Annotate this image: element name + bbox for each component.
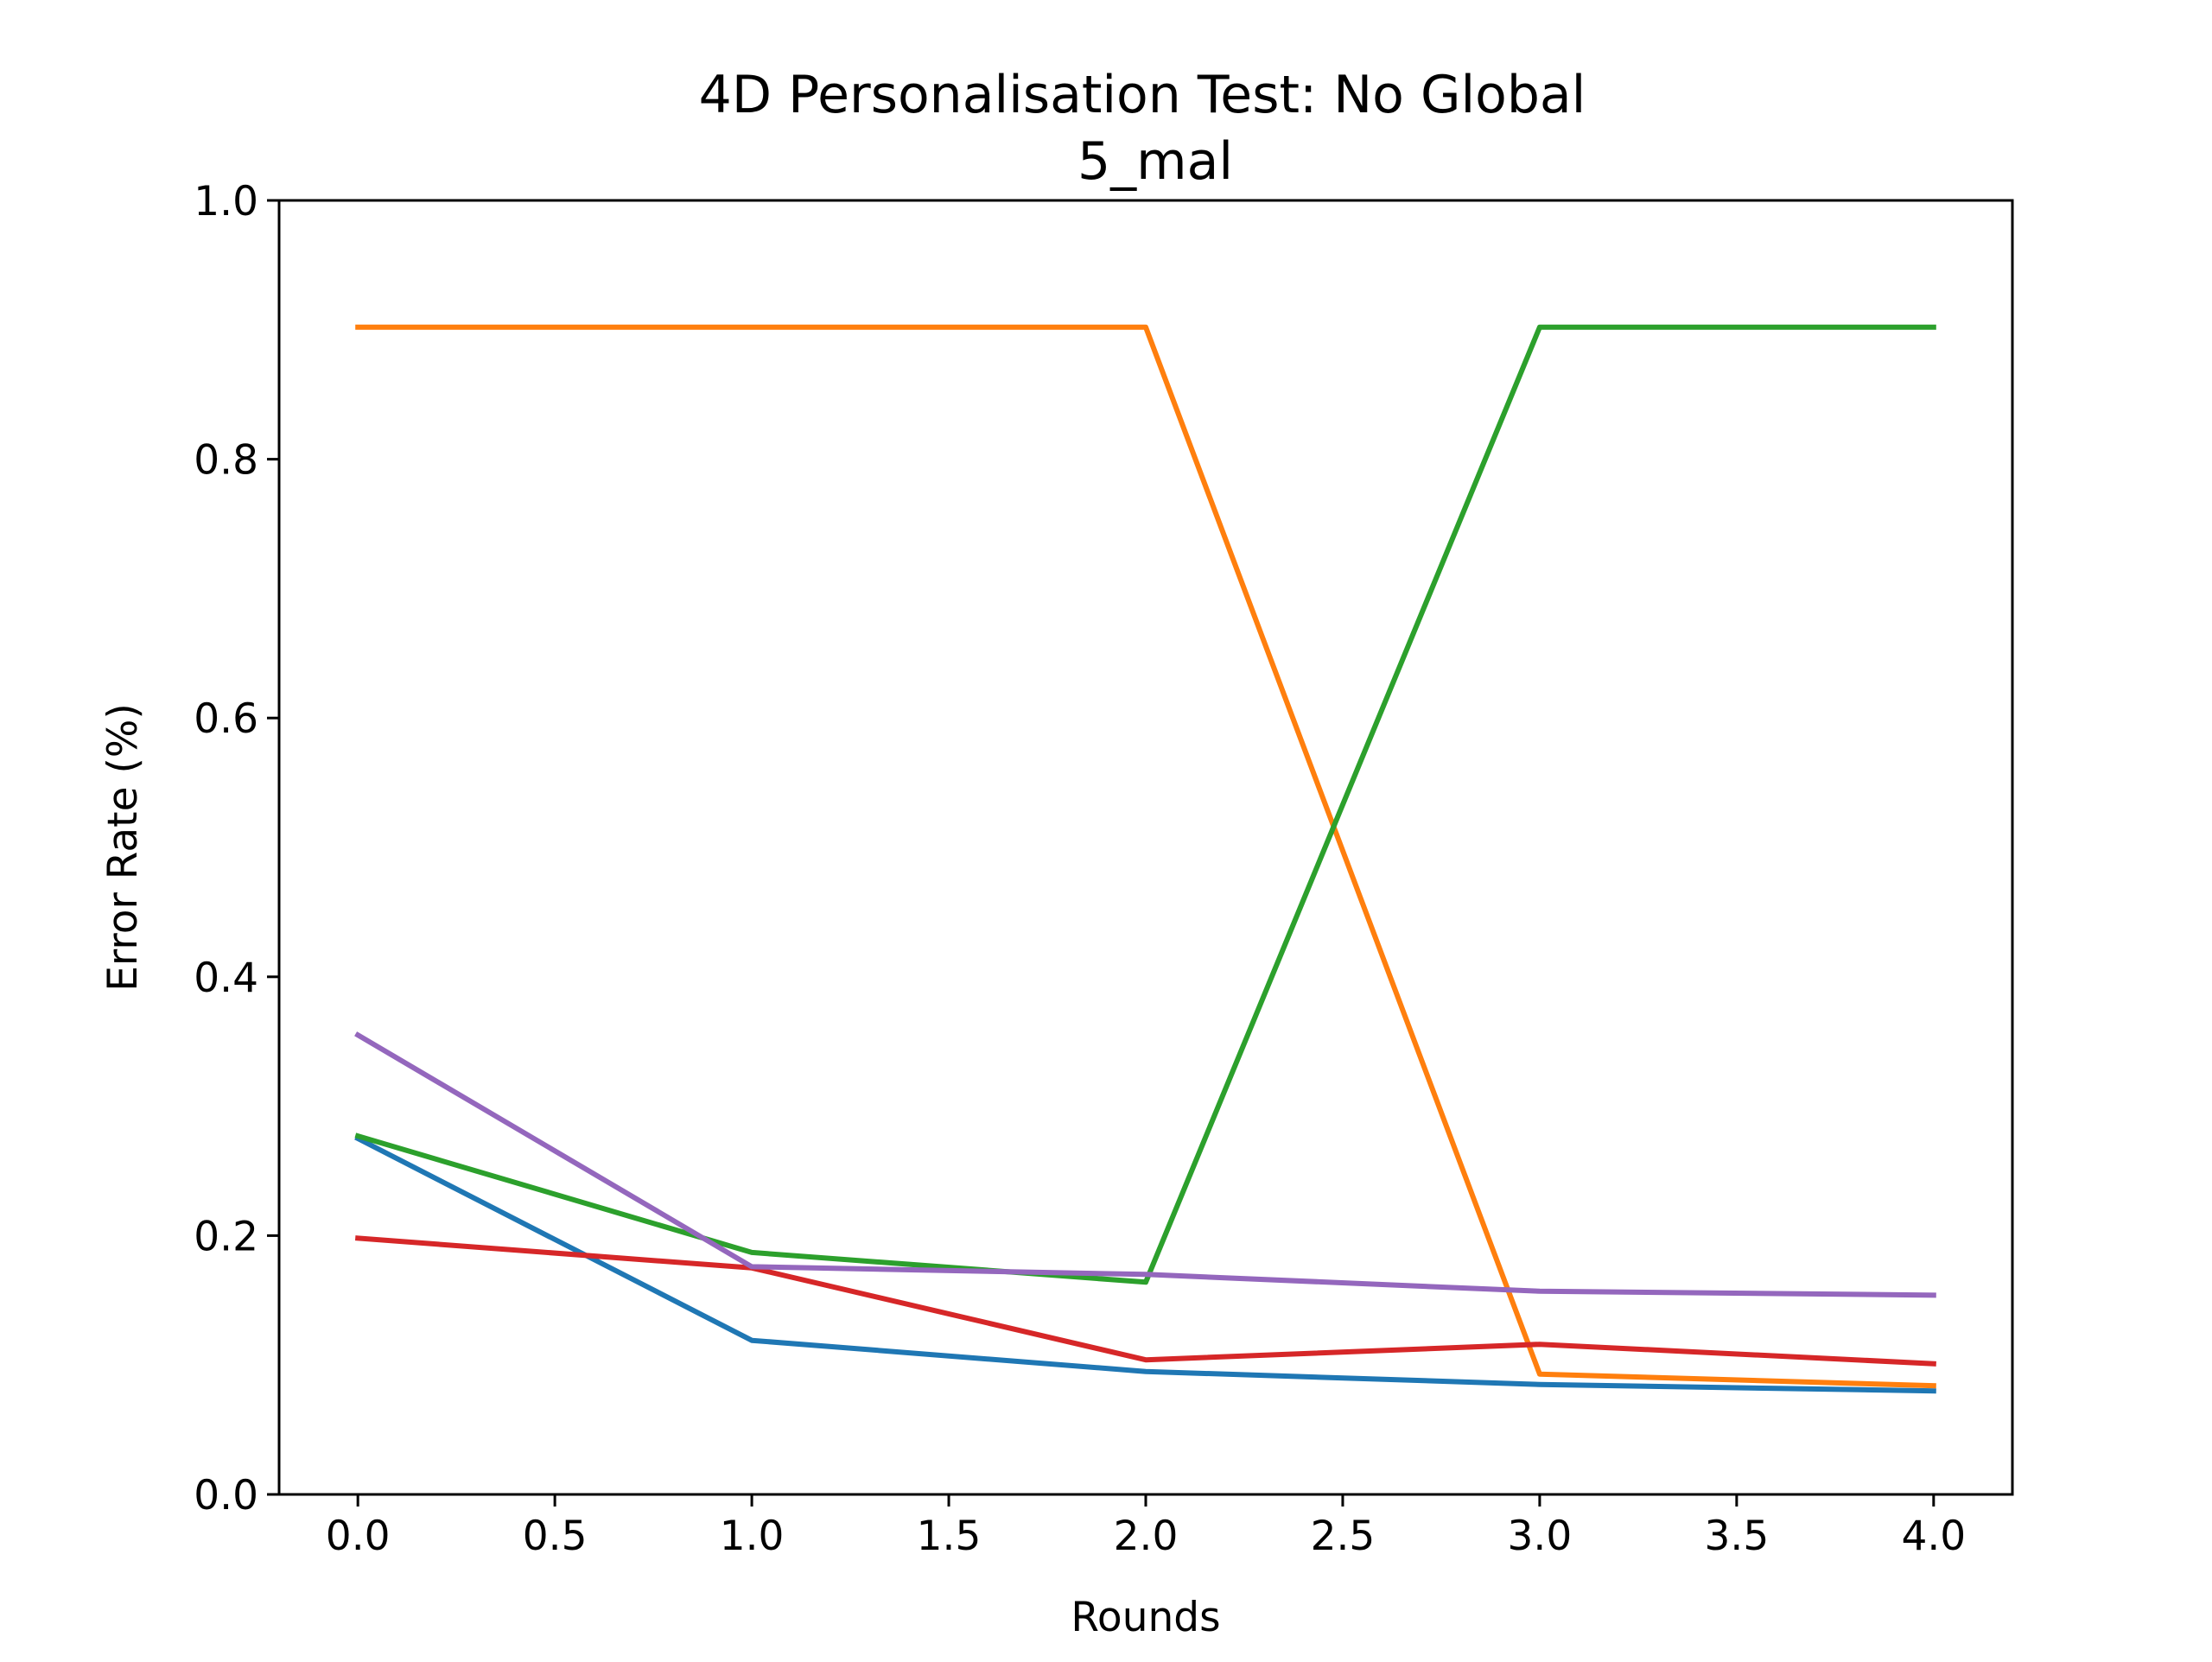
- series-layer: [354, 324, 1936, 1394]
- y-tick-label: 0.8: [194, 437, 258, 485]
- y-tick-label: 0.0: [194, 1472, 258, 1519]
- x-tick-label: 1.5: [917, 1513, 982, 1560]
- tick-layer: 0.0 0.5 1.0 1.5 2.0 2.5 3.0 3.5 4.0 0.0 0.2 0.4 0.6 0…: [194, 178, 1966, 1560]
- y-tick-label: 0.2: [194, 1213, 258, 1260]
- x-tick-label: 4.0: [1901, 1513, 1966, 1560]
- plot-frame: [277, 199, 2014, 1496]
- x-tick-label: 2.0: [1114, 1513, 1179, 1560]
- chart-subtitle: 5_mal: [1077, 131, 1233, 192]
- series-line-2: [355, 324, 1936, 1389]
- x-tick-label: 0.5: [523, 1513, 588, 1560]
- series-line-1: [354, 1134, 1936, 1394]
- y-tick-label: 0.6: [194, 695, 258, 743]
- y-tick-label: 0.4: [194, 955, 258, 1002]
- series-line-5: [354, 1031, 1936, 1298]
- y-tick-label: 1.0: [194, 178, 258, 225]
- x-tick-label: 2.5: [1311, 1513, 1376, 1560]
- chart-title: 4D Personalisation Test: No Global: [699, 65, 1586, 125]
- x-axis-label: Rounds: [1071, 1594, 1220, 1641]
- series-line-4: [354, 1235, 1936, 1367]
- x-tick-label: 3.5: [1704, 1513, 1769, 1560]
- y-axis-label: Error Rate (%): [99, 703, 147, 992]
- x-tick-label: 0.0: [326, 1513, 391, 1560]
- x-tick-label: 1.0: [720, 1513, 785, 1560]
- x-tick-label: 3.0: [1508, 1513, 1573, 1560]
- series-line-3: [354, 324, 1936, 1285]
